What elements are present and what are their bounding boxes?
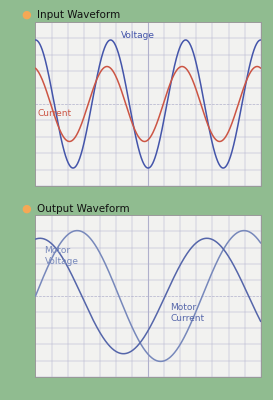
Text: Voltage: Voltage <box>121 31 155 40</box>
Text: ●: ● <box>22 10 32 20</box>
Text: Input Waveform: Input Waveform <box>37 10 120 20</box>
Text: Motor
Voltage: Motor Voltage <box>44 246 79 266</box>
Text: ●: ● <box>22 204 32 214</box>
Text: Motor
Current: Motor Current <box>171 303 205 323</box>
Text: Current: Current <box>38 109 72 118</box>
Text: Output Waveform: Output Waveform <box>37 204 129 214</box>
